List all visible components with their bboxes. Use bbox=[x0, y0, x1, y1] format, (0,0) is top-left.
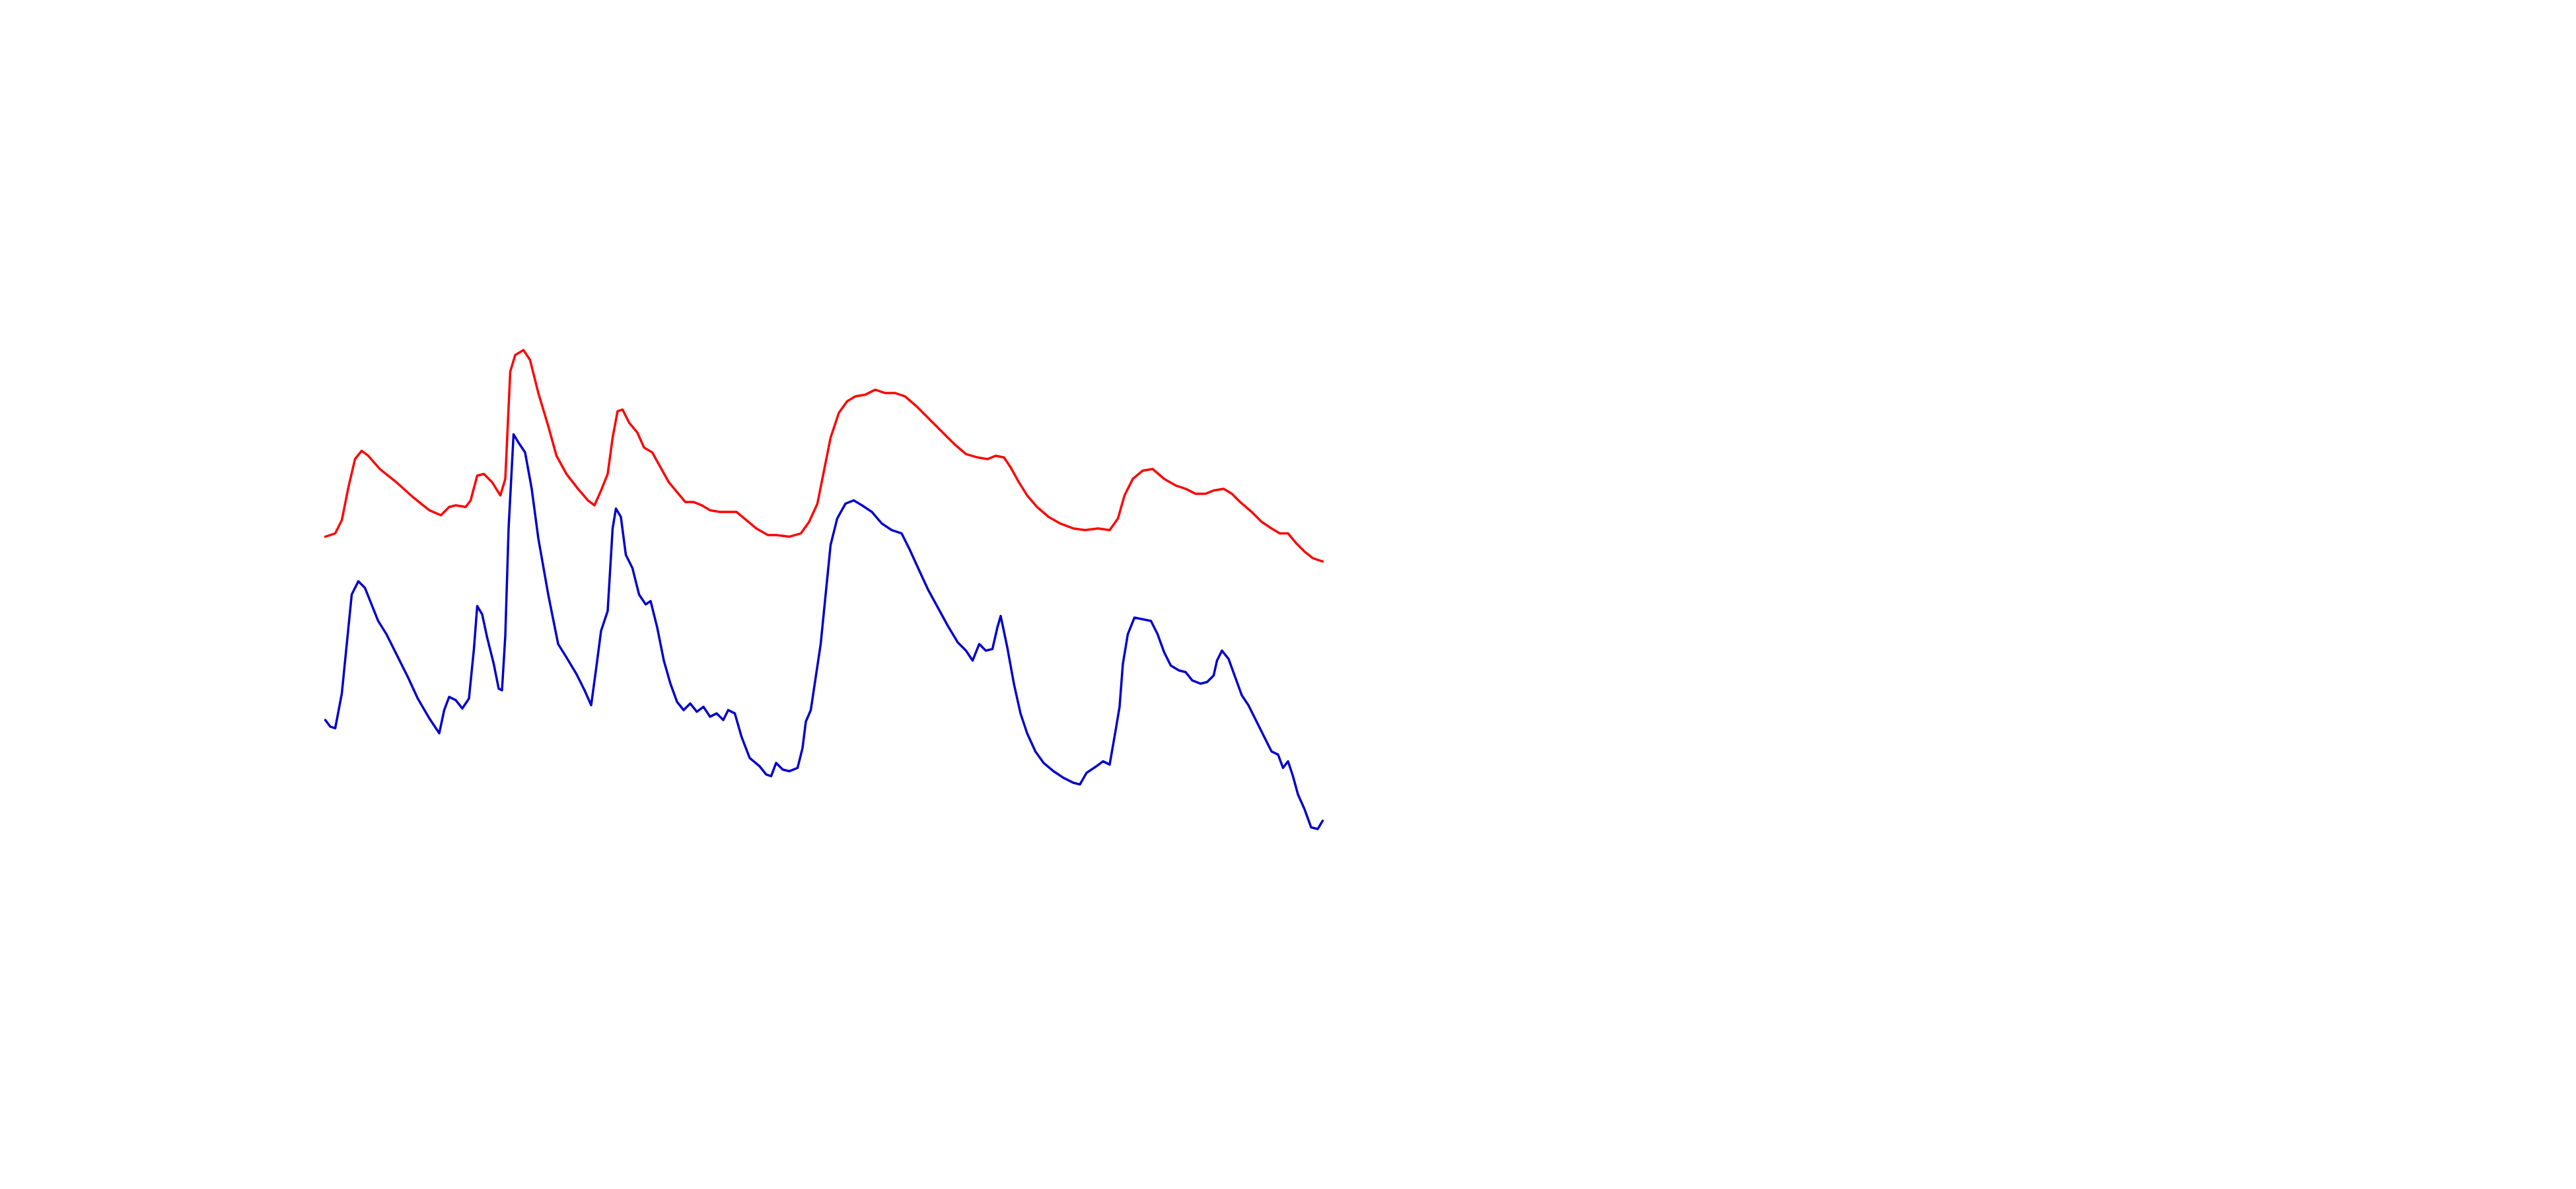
line-series bbox=[324, 433, 1324, 830]
line-series bbox=[324, 349, 1324, 563]
